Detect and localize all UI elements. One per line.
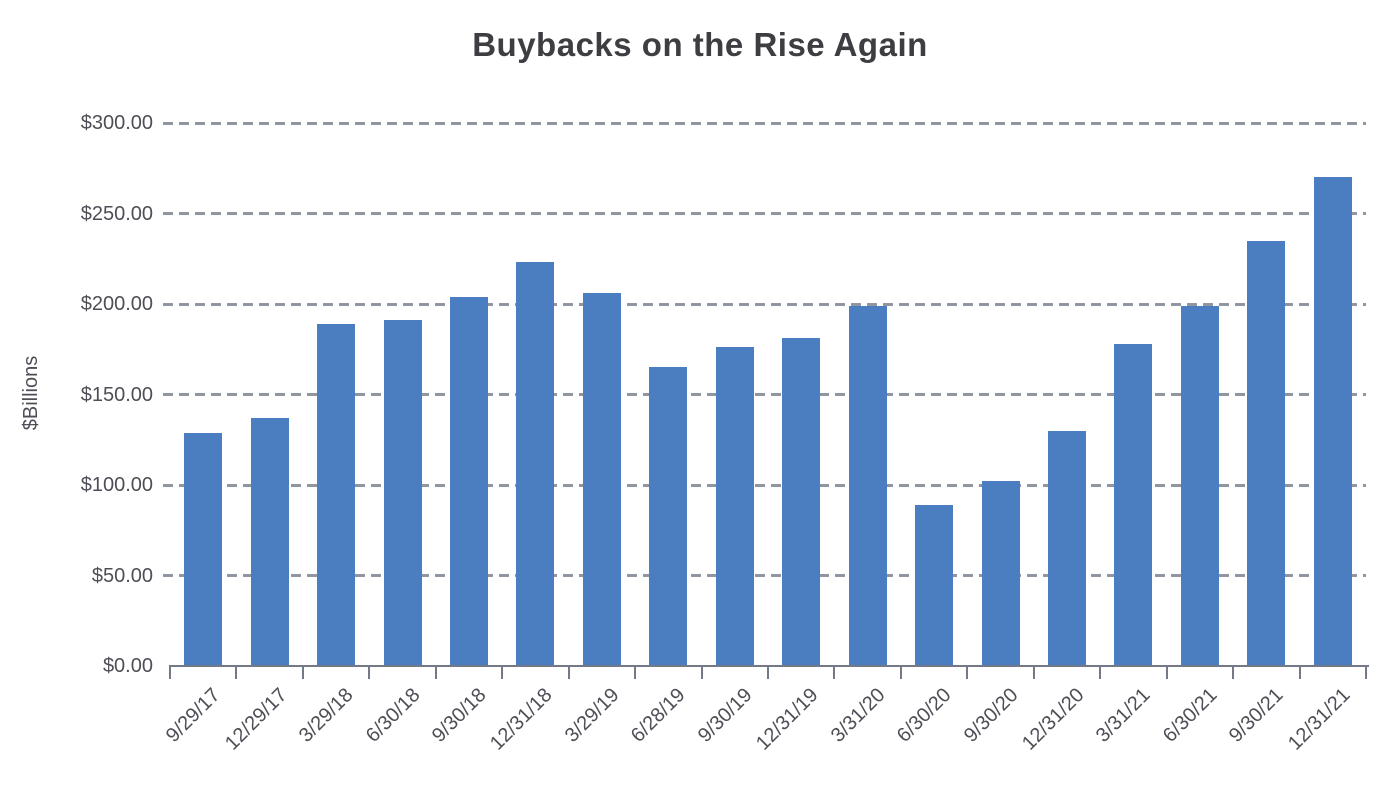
bar xyxy=(250,418,289,666)
x-axis-tick xyxy=(1099,665,1102,679)
x-axis-tick xyxy=(567,665,570,679)
y-axis-tick-label: $50.00 xyxy=(91,564,153,587)
bar xyxy=(1247,240,1286,666)
bar xyxy=(848,305,887,666)
gridline xyxy=(163,483,1366,487)
bar xyxy=(782,338,821,666)
x-axis-tick xyxy=(368,665,371,679)
gridline xyxy=(163,212,1366,215)
y-axis-tick-label: $150.00 xyxy=(80,383,153,406)
x-axis-tick xyxy=(700,665,703,679)
bar xyxy=(915,504,954,666)
x-axis-tick xyxy=(169,665,171,679)
y-axis-tick-label: $200.00 xyxy=(80,293,153,315)
x-axis-tick xyxy=(1032,665,1035,679)
gridline xyxy=(163,121,1366,125)
bar xyxy=(1048,430,1086,666)
x-axis-tick xyxy=(899,665,902,679)
x-axis-tick xyxy=(501,665,504,679)
y-axis-tick-label: $0.00 xyxy=(102,655,153,677)
bar xyxy=(317,323,356,666)
x-axis-tick xyxy=(767,665,769,679)
x-axis-tick xyxy=(301,665,304,679)
y-axis-tick-label: $100.00 xyxy=(80,474,153,496)
bar xyxy=(1114,343,1153,666)
bar xyxy=(582,293,621,666)
x-axis-tick xyxy=(634,665,637,679)
x-axis-tick xyxy=(1232,665,1235,679)
y-axis-tick-label: $250.00 xyxy=(80,202,153,225)
bar xyxy=(516,262,555,666)
x-axis-tick xyxy=(1298,665,1301,679)
bar xyxy=(383,320,422,666)
y-axis-tick-label: $300.00 xyxy=(80,112,153,134)
bar xyxy=(715,347,754,666)
x-axis-tick xyxy=(833,665,836,679)
chart-title: Buybacks on the Rise Again xyxy=(472,26,928,63)
x-axis-tick xyxy=(434,665,437,679)
x-axis-tick xyxy=(1365,665,1367,679)
bar xyxy=(649,367,688,666)
bar xyxy=(184,432,223,666)
x-axis-tick xyxy=(1165,665,1168,679)
x-axis-line xyxy=(169,665,1369,667)
x-axis-tick xyxy=(966,665,969,679)
gridline xyxy=(163,302,1366,306)
x-axis-tick xyxy=(235,665,238,679)
bar xyxy=(1180,305,1219,666)
gridline xyxy=(163,393,1366,396)
bar xyxy=(1313,177,1352,666)
gridline xyxy=(163,574,1366,577)
bar xyxy=(450,296,488,666)
bar xyxy=(981,481,1020,666)
